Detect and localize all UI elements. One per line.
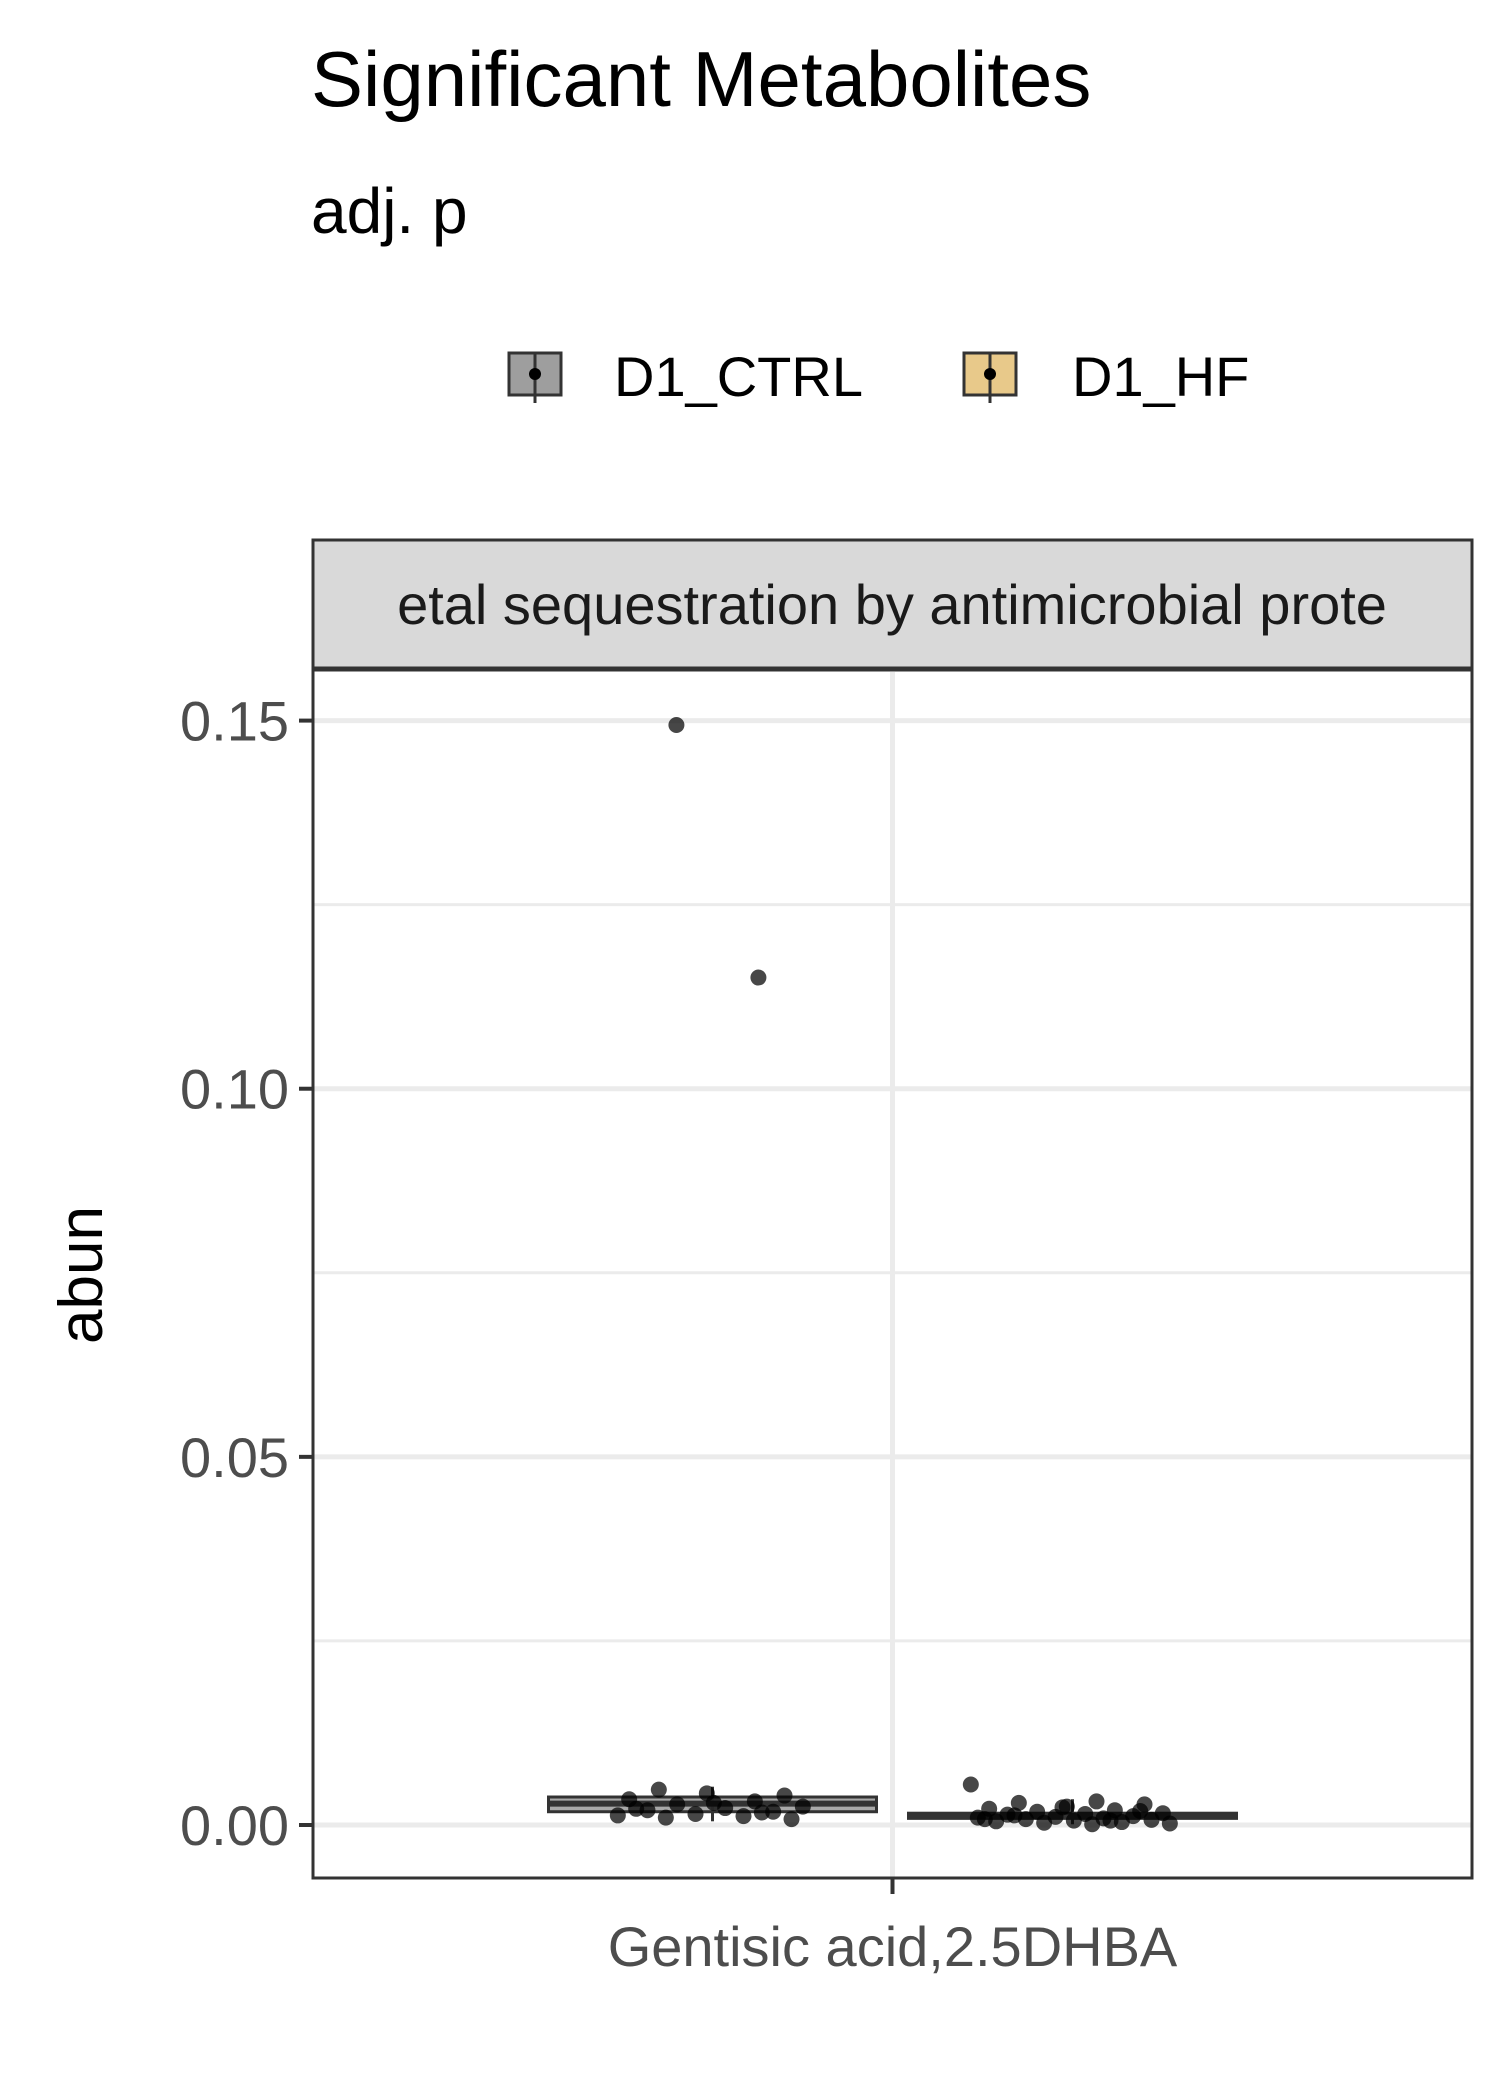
data-point xyxy=(657,1809,674,1826)
legend-key-d1-ctrl xyxy=(507,351,563,403)
data-point xyxy=(609,1807,626,1824)
y-axis-title: abun xyxy=(47,1206,116,1344)
x-axis: Gentisic acid,2.5DHBA xyxy=(608,1878,1178,1978)
y-tick-label: 0.05 xyxy=(180,1426,289,1489)
facet-strip-label: etal sequestration by antimicrobial prot… xyxy=(397,573,1387,636)
data-point xyxy=(962,1776,979,1793)
data-point xyxy=(650,1781,667,1798)
data-point xyxy=(1036,1814,1053,1831)
data-point xyxy=(750,969,767,986)
data-point xyxy=(765,1803,782,1820)
data-point xyxy=(794,1798,811,1815)
data-point xyxy=(1006,1807,1023,1824)
chart-subtitle: adj. p xyxy=(311,175,468,247)
y-tick-label: 0.15 xyxy=(180,690,289,753)
legend-label-d1-hf: D1_HF xyxy=(1072,345,1249,408)
facet-strip: etal sequestration by antimicrobial prot… xyxy=(311,538,1474,672)
data-point xyxy=(1010,1794,1027,1811)
data-point xyxy=(976,1811,993,1828)
data-point xyxy=(1132,1803,1149,1819)
data-point xyxy=(705,1794,722,1811)
data-point xyxy=(628,1800,645,1817)
data-point xyxy=(668,717,685,734)
data-point xyxy=(776,1787,793,1804)
chart-title: Significant Metabolites xyxy=(311,35,1091,123)
x-tick-label: Gentisic acid,2.5DHBA xyxy=(608,1915,1178,1978)
box-d1-hf xyxy=(907,1776,1238,1833)
y-tick-label: 0.00 xyxy=(180,1794,289,1857)
gridlines xyxy=(313,672,1472,1878)
y-axis: 0.00 0.05 0.10 0.15 xyxy=(180,690,313,1857)
data-point xyxy=(1054,1799,1071,1816)
legend-label-d1-ctrl: D1_CTRL xyxy=(614,345,863,408)
data-point xyxy=(1084,1816,1101,1833)
data-point xyxy=(1065,1812,1082,1829)
data-point xyxy=(687,1805,704,1822)
data-point xyxy=(669,1796,686,1813)
data-point xyxy=(1143,1811,1160,1828)
data-point xyxy=(1088,1793,1105,1810)
data-point xyxy=(1161,1815,1178,1832)
data-point xyxy=(735,1808,752,1825)
data-point xyxy=(1102,1812,1119,1829)
plot-panel xyxy=(311,538,1474,1880)
y-tick-label: 0.10 xyxy=(180,1058,289,1121)
data-marks xyxy=(547,717,1238,1833)
legend: D1_CTRL D1_HF xyxy=(507,345,1249,408)
data-point xyxy=(753,1804,770,1821)
box-d1-ctrl xyxy=(547,717,878,1828)
legend-key-d1-hf xyxy=(962,351,1018,403)
data-point xyxy=(783,1811,800,1828)
